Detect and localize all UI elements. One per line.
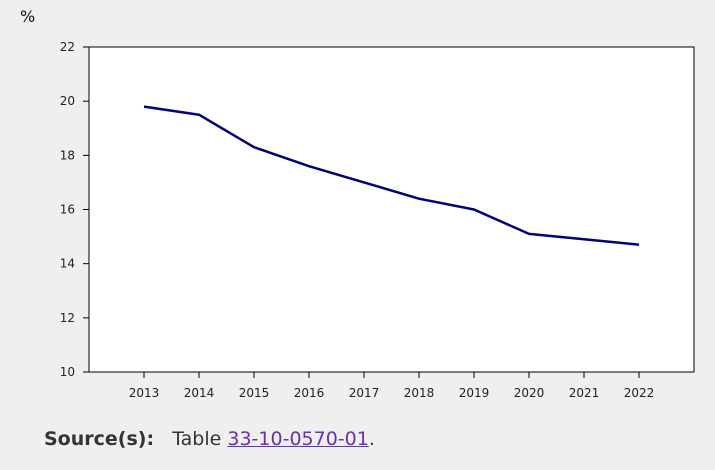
y-tick-label: 22 xyxy=(60,40,75,54)
series-group xyxy=(143,105,640,246)
y-axis-unit-label: % xyxy=(20,7,35,26)
y-tick-label: 10 xyxy=(60,365,75,379)
y-tick-label: 16 xyxy=(60,203,75,217)
x-tick-label: 2014 xyxy=(184,386,215,400)
x-axis: 2013 2014 2015 2016 2017 2018 2019 2020 2021 2022 xyxy=(129,372,655,400)
source-table-link[interactable]: 33-10-0570-01 xyxy=(227,428,369,450)
series-line xyxy=(143,105,640,246)
x-tick-label: 2019 xyxy=(459,386,490,400)
source-note: Source(s): Table 33-10-0570-01. xyxy=(44,428,375,450)
x-tick-label: 2018 xyxy=(404,386,435,400)
x-tick-label: 2015 xyxy=(239,386,270,400)
source-suffix: . xyxy=(368,428,375,450)
y-axis: 10 12 14 16 18 20 22 xyxy=(60,40,89,379)
y-tick-label: 14 xyxy=(60,257,75,271)
x-tick-label: 2013 xyxy=(129,386,160,400)
y-tick-label: 20 xyxy=(60,94,75,108)
x-tick-label: 2020 xyxy=(514,386,545,400)
x-tick-label: 2016 xyxy=(294,386,325,400)
x-tick-label: 2022 xyxy=(624,386,655,400)
y-tick-label: 12 xyxy=(60,311,75,325)
y-tick-label: 18 xyxy=(60,148,75,162)
source-label: Source(s): xyxy=(44,428,155,450)
source-prefix: Table xyxy=(172,428,222,450)
x-tick-label: 2017 xyxy=(349,386,380,400)
plot-area xyxy=(88,46,695,373)
x-tick-label: 2021 xyxy=(569,386,600,400)
